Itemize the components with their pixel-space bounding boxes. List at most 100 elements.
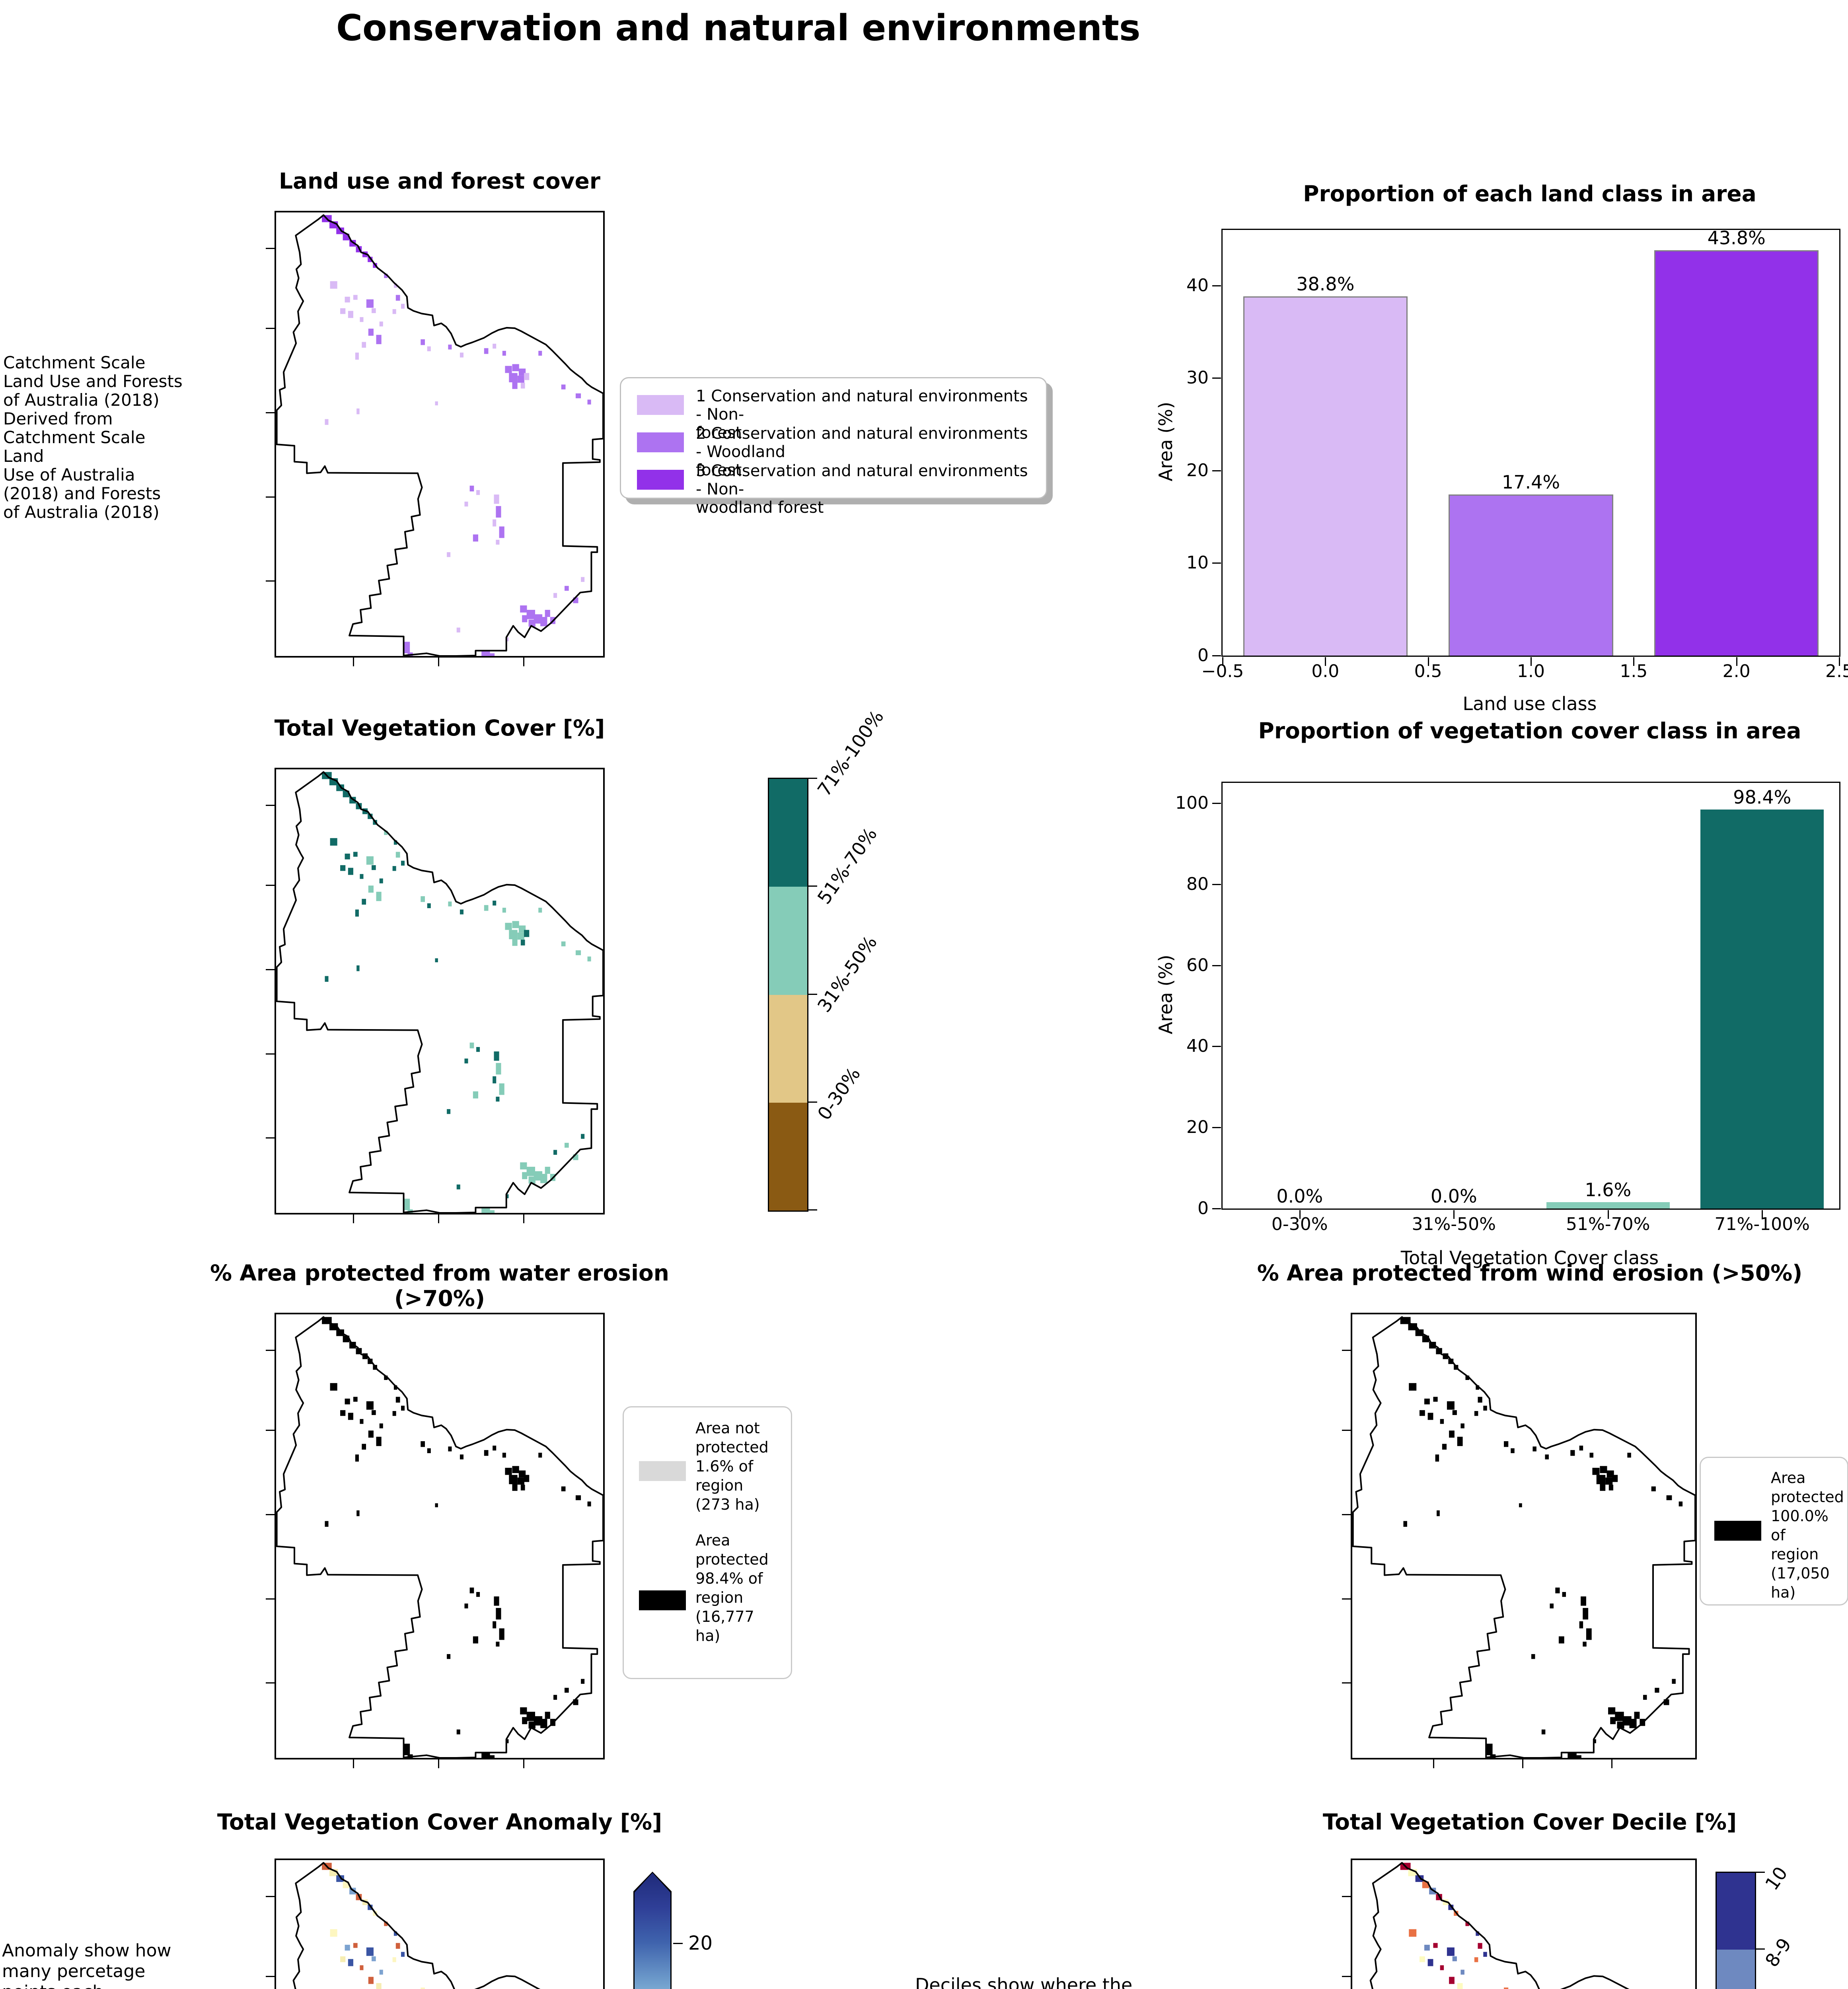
map-pixel bbox=[526, 1167, 536, 1176]
x-tick bbox=[1299, 1210, 1301, 1219]
map-pixel bbox=[473, 1636, 478, 1644]
map-pixel bbox=[565, 1142, 569, 1148]
map-pixel bbox=[325, 1521, 329, 1527]
map-pixel bbox=[372, 308, 376, 313]
map-pixel bbox=[348, 1959, 353, 1966]
map-pixel bbox=[526, 610, 536, 619]
map-pixel bbox=[1666, 1495, 1672, 1501]
map-pixel bbox=[575, 950, 581, 956]
map-pixel bbox=[575, 1495, 581, 1501]
map-pixel bbox=[368, 1977, 374, 1984]
map-pixel bbox=[1608, 1485, 1613, 1491]
map-pixel bbox=[448, 901, 452, 907]
map-axis-tick bbox=[266, 1350, 275, 1351]
legend-swatch-not-protected bbox=[639, 1461, 686, 1481]
map-pixel bbox=[1651, 1486, 1656, 1491]
map-pixel bbox=[356, 1510, 360, 1516]
map-pixel bbox=[1460, 1970, 1464, 1975]
map-pixel bbox=[1545, 1454, 1549, 1460]
map-pixel bbox=[1600, 1483, 1606, 1491]
x-tick-label: −0.5 bbox=[1201, 661, 1244, 681]
map-pixel bbox=[1615, 1712, 1624, 1721]
map-pixel bbox=[392, 1411, 396, 1416]
colorbar-tick bbox=[808, 778, 817, 779]
map-pixel bbox=[401, 1952, 405, 1957]
map-pixel bbox=[401, 1405, 405, 1411]
map-pixel bbox=[447, 552, 451, 557]
x-tick-label: 71%-100% bbox=[1714, 1214, 1810, 1234]
colorbar-tick-label: 51%-70% bbox=[813, 823, 881, 908]
map-pixel bbox=[587, 1501, 591, 1506]
map-pixel bbox=[512, 1466, 519, 1473]
map-axis-tick bbox=[266, 1598, 275, 1600]
map-pixel bbox=[517, 932, 524, 940]
map-axis-tick bbox=[1342, 1682, 1351, 1684]
map-pixel bbox=[540, 1174, 547, 1183]
map-pixel bbox=[460, 352, 464, 358]
map-pixel bbox=[512, 921, 519, 928]
region-map-decile bbox=[1352, 1860, 1695, 1989]
y-tick-label: 20 bbox=[1186, 460, 1209, 481]
map-pixel bbox=[1476, 1385, 1479, 1390]
map-pixel bbox=[540, 617, 547, 627]
colorbar-tick bbox=[1755, 1872, 1765, 1873]
map-pixel bbox=[561, 1486, 566, 1491]
map-axis-tick bbox=[353, 1759, 354, 1768]
map-pixel bbox=[494, 1051, 499, 1061]
map-pixel bbox=[336, 1329, 344, 1336]
x-tick-label: 1.0 bbox=[1517, 661, 1545, 681]
map-pixel bbox=[489, 1210, 495, 1213]
colorbar-segment bbox=[769, 994, 807, 1103]
map-pixel bbox=[393, 840, 397, 845]
chart-vegclass: 0 20 40 60 80 100 0-30% 31%-50% 51%-70% 71%-100% 0… bbox=[1175, 782, 1840, 1234]
map-pixel bbox=[496, 539, 500, 545]
map-pixel bbox=[392, 1957, 396, 1962]
chart2-xlabel: Total Vegetation Cover class bbox=[1400, 1247, 1659, 1269]
map-axis-tick bbox=[266, 805, 275, 806]
map-axis-tick bbox=[438, 1759, 439, 1768]
map-pixel bbox=[517, 1477, 524, 1485]
map-pixel bbox=[561, 384, 566, 389]
map-pixel bbox=[368, 886, 374, 893]
map-pixel bbox=[1483, 1952, 1487, 1957]
legend-wind-erosion: Area protected 100.0% of region (17,050 … bbox=[1700, 1457, 1848, 1606]
map-pixel bbox=[330, 281, 337, 289]
map-pixel bbox=[348, 868, 353, 875]
map-pixel bbox=[376, 1983, 382, 1989]
map-pixel bbox=[512, 938, 518, 946]
map-pixel bbox=[493, 519, 497, 527]
region-map-wind bbox=[1352, 1314, 1695, 1758]
map-pixel bbox=[372, 865, 376, 870]
map-pixel bbox=[1607, 1470, 1614, 1478]
map-pixel bbox=[1504, 1987, 1509, 1989]
map-pixel bbox=[518, 925, 526, 933]
colorbar-segment bbox=[1717, 1873, 1755, 1950]
map-axis-tick bbox=[438, 658, 439, 666]
map-pixel bbox=[336, 227, 344, 234]
y-tick-label: 30 bbox=[1186, 368, 1209, 388]
map-pixel bbox=[524, 930, 530, 937]
map-pixel bbox=[366, 1401, 374, 1410]
bar-value-label: 17.4% bbox=[1501, 471, 1560, 493]
y-tick bbox=[1212, 1127, 1221, 1129]
map-axis-tick bbox=[266, 1137, 275, 1139]
map-pixel bbox=[1447, 1401, 1455, 1410]
chart-title-landclass: Proportion of each land class in area bbox=[1303, 181, 1756, 206]
map-pixel bbox=[528, 1721, 536, 1729]
map-pixel bbox=[496, 1063, 501, 1075]
map-pixel bbox=[403, 642, 410, 654]
map-pixel bbox=[469, 485, 474, 492]
y-tick bbox=[1212, 285, 1221, 286]
map-pixel bbox=[496, 1608, 501, 1620]
map-pixel bbox=[1634, 1712, 1640, 1719]
x-tick bbox=[1427, 657, 1429, 666]
map-pixel bbox=[345, 1944, 350, 1951]
map-pixel bbox=[356, 408, 360, 415]
map-pixel bbox=[1541, 1729, 1546, 1734]
map-pixel bbox=[520, 1162, 527, 1170]
map-pixel bbox=[512, 1483, 518, 1491]
map-pixel bbox=[456, 1729, 460, 1734]
map-pixel bbox=[545, 1167, 550, 1174]
colorbar-tick-label: 8-9 bbox=[1760, 1934, 1796, 1971]
map-pixel bbox=[1415, 1875, 1424, 1882]
